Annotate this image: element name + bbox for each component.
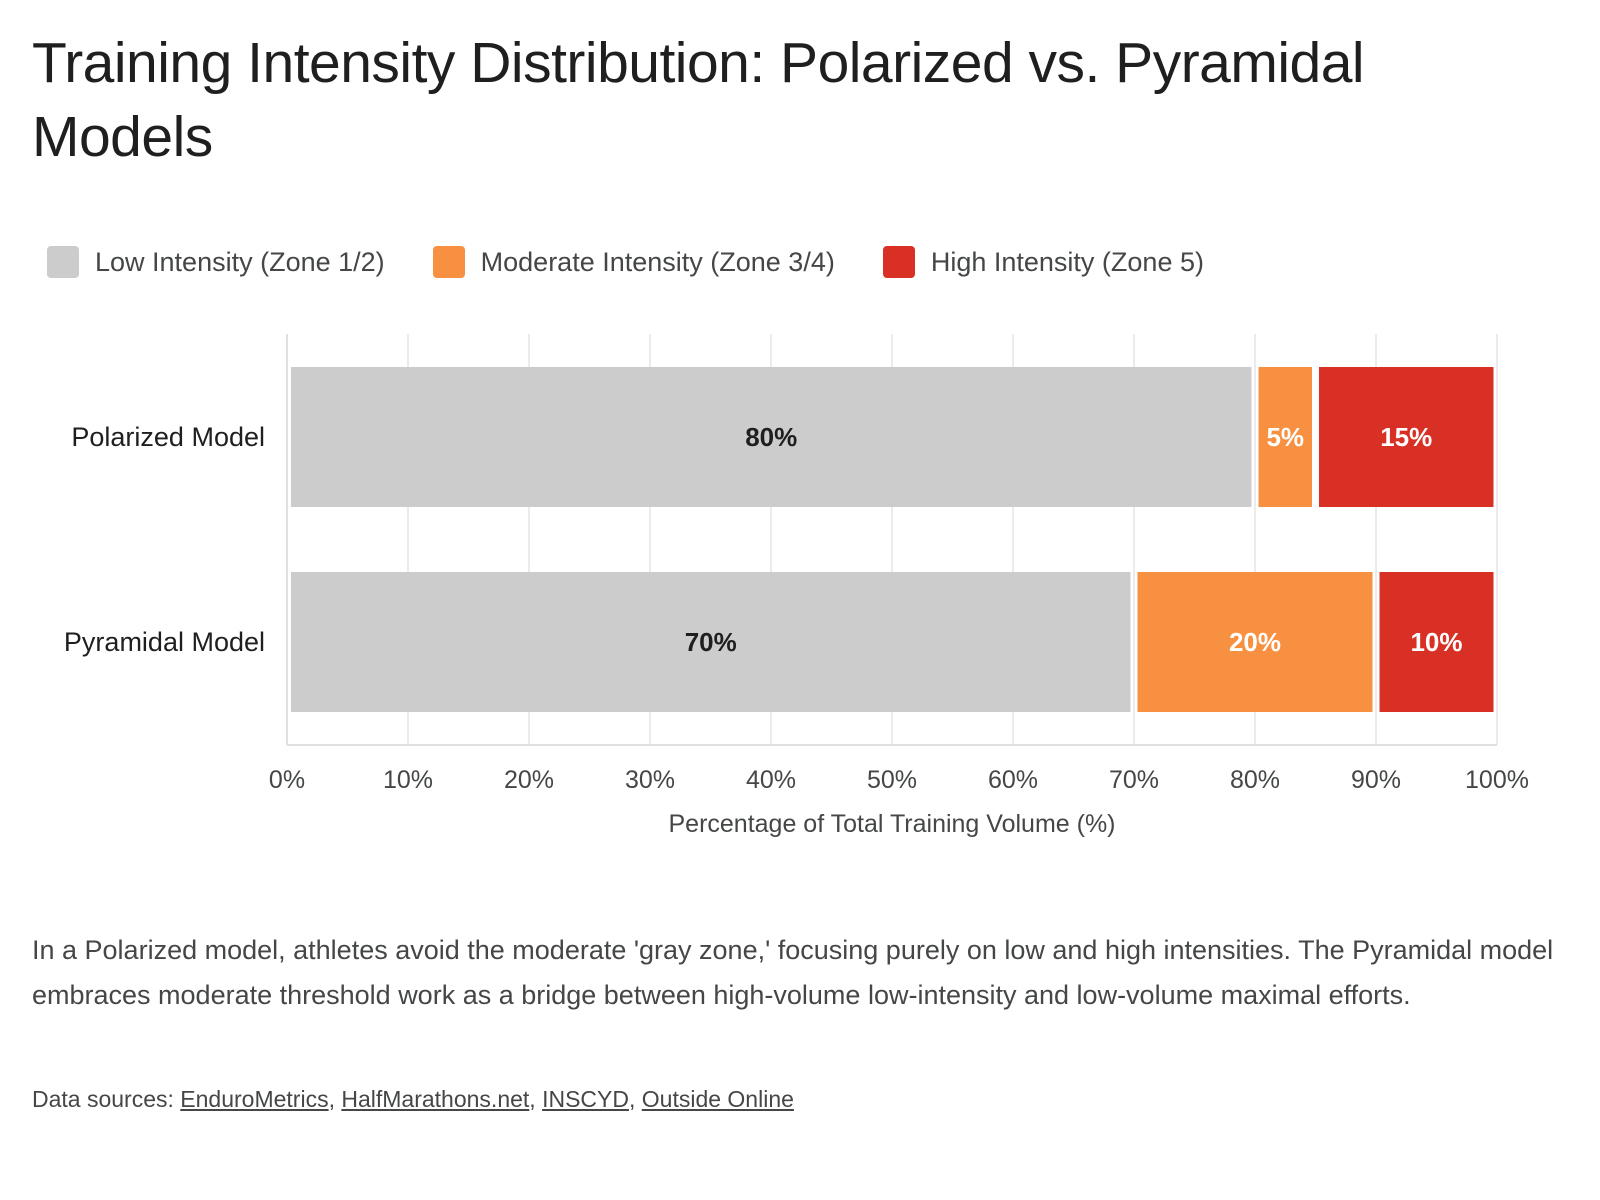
- bar-segment: [1319, 367, 1494, 507]
- legend-swatch-moderate: [432, 246, 465, 278]
- sources-separator: ,: [628, 1086, 642, 1112]
- chart-legend: Low Intensity (Zone 1/2) Moderate Intens…: [47, 246, 1252, 278]
- source-link-endurometrics[interactable]: EnduroMetrics: [180, 1086, 329, 1112]
- x-tick-label: 60%: [988, 766, 1038, 794]
- category-label: Polarized Model: [71, 422, 265, 452]
- legend-item-low: Low Intensity (Zone 1/2): [47, 246, 385, 278]
- source-link-halfmarathons[interactable]: HalfMarathons.net: [341, 1086, 530, 1112]
- legend-label-moderate: Moderate Intensity (Zone 3/4): [480, 246, 835, 277]
- data-label: 10%: [1410, 627, 1462, 657]
- sources-separator: ,: [328, 1086, 342, 1112]
- category-label: Pyramidal Model: [64, 627, 265, 657]
- source-link-inscyd[interactable]: INSCYD: [542, 1086, 629, 1112]
- bar-segment: [291, 367, 1252, 507]
- sources-separator: ,: [529, 1086, 543, 1112]
- x-tick-label: 30%: [625, 766, 675, 794]
- legend-item-moderate: Moderate Intensity (Zone 3/4): [432, 246, 835, 278]
- chart-title: Training Intensity Distribution: Polariz…: [32, 31, 1365, 169]
- data-label: 20%: [1229, 627, 1281, 657]
- chart-description: In a Polarized model, athletes avoid the…: [32, 935, 1554, 1010]
- x-tick-label: 40%: [746, 766, 796, 794]
- legend-label-low: Low Intensity (Zone 1/2): [95, 246, 385, 277]
- x-tick-label: 0%: [269, 766, 305, 794]
- x-tick-label: 50%: [867, 766, 917, 794]
- legend-item-high: High Intensity (Zone 5): [882, 246, 1204, 278]
- bar-segment: [1137, 572, 1373, 712]
- x-tick-label: 70%: [1109, 766, 1159, 794]
- legend-swatch-low: [47, 246, 79, 278]
- data-label: 80%: [745, 422, 797, 452]
- x-tick-label: 10%: [383, 766, 433, 794]
- bar-segment: [1379, 572, 1494, 712]
- source-link-outside-online[interactable]: Outside Online: [641, 1086, 794, 1112]
- data-sources: Data sources: EnduroMetrics, HalfMaratho…: [32, 1086, 794, 1113]
- data-label: 70%: [685, 627, 737, 657]
- x-tick-label: 20%: [504, 766, 554, 794]
- x-tick-label: 100%: [1465, 766, 1529, 794]
- x-tick-label: 90%: [1351, 766, 1401, 794]
- x-axis-title: Percentage of Total Training Volume (%): [668, 810, 1115, 838]
- legend-label-high: High Intensity (Zone 5): [930, 246, 1204, 277]
- stacked-bar-chart: 80% 5% 15% Polarized Model 70% 20% 10% Pyramida…: [64, 334, 1529, 838]
- legend-swatch-high: [882, 246, 915, 278]
- data-label: 15%: [1380, 422, 1432, 452]
- bar-segment: [291, 572, 1131, 712]
- data-label: 5%: [1266, 422, 1304, 452]
- sources-prefix: Data sources:: [32, 1086, 181, 1112]
- bar-segment: [1258, 367, 1312, 507]
- x-tick-label: 80%: [1230, 766, 1280, 794]
